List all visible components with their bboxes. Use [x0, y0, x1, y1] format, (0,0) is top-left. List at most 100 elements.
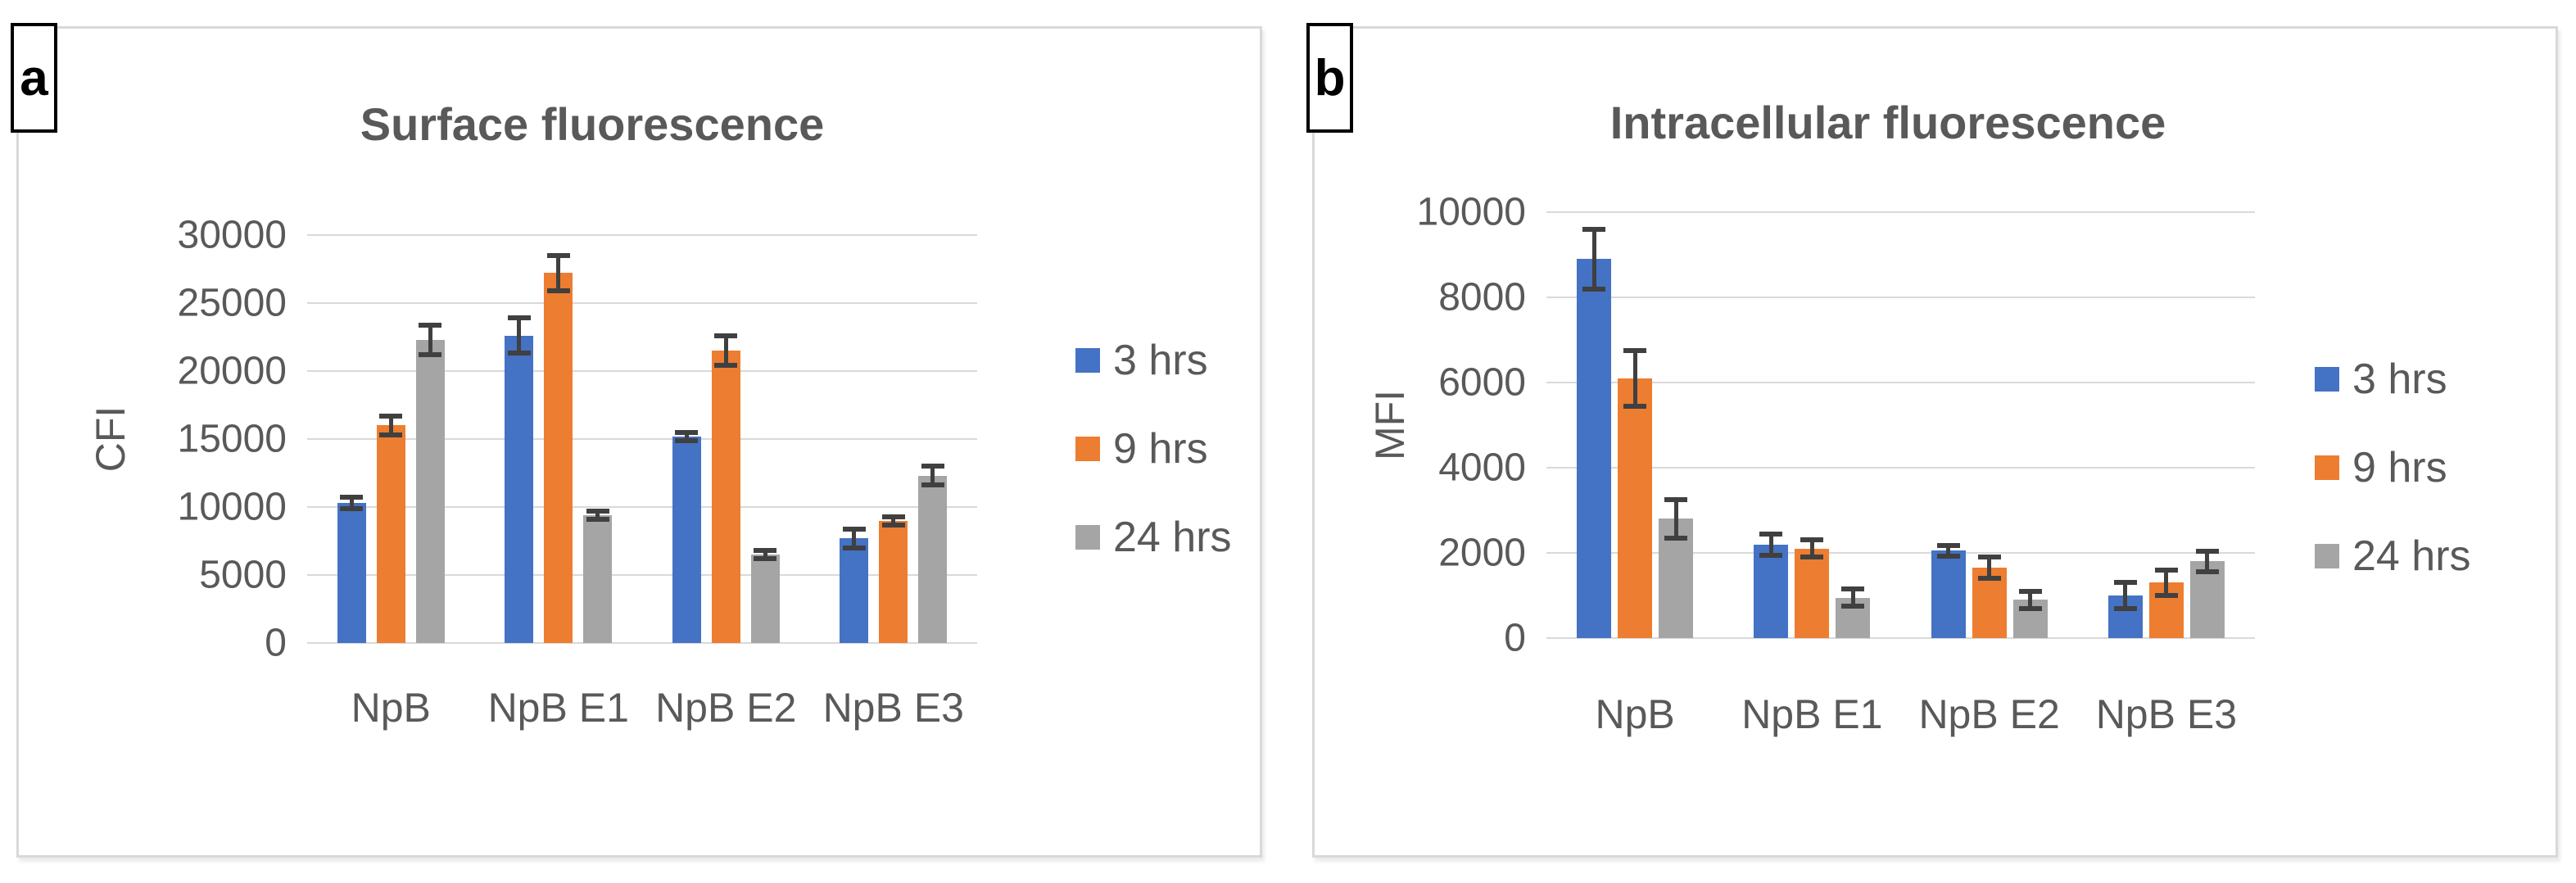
error-bar-line — [684, 432, 689, 441]
error-bar-cap-bottom — [1841, 604, 1865, 609]
x-category-label-NpB-E3: NpB E3 — [2095, 691, 2238, 737]
y-tick-label-2000: 2000 — [1438, 531, 1526, 575]
error-bar-line — [1809, 540, 1814, 558]
x-category-label-NpB-E1: NpB E1 — [487, 685, 629, 731]
error-bar-line — [2028, 591, 2033, 609]
y-tick-label-20000: 20000 — [177, 349, 287, 393]
error-bar-cap-top — [507, 315, 531, 321]
y-tick-label-4000: 4000 — [1438, 446, 1526, 490]
error-bar-cap-bottom — [507, 351, 531, 356]
legend-label: 9 hrs — [2352, 444, 2447, 491]
legend-item-24-hrs: 24 hrs — [2315, 532, 2471, 580]
y-tick-label-6000: 6000 — [1438, 360, 1526, 405]
panel-label-b: b — [1306, 23, 1353, 133]
bar-9-hrs-NpB-E1 — [544, 273, 573, 643]
bar-24-hrs-NpB — [415, 339, 445, 643]
error-bar-line — [349, 497, 354, 509]
error-bar-line — [891, 516, 896, 525]
error-bar-line — [1946, 546, 1951, 556]
error-bar-cap-top — [714, 333, 738, 338]
error-bar-cap-bottom — [1800, 555, 1824, 560]
error-bar-cap-top — [881, 514, 905, 519]
panel-a: a Surface fluorescence CFI 0 5000 10000 150… — [11, 23, 1262, 858]
gridline-15000 — [307, 438, 977, 440]
error-bar-line — [1987, 557, 1992, 579]
error-bar-cap-top — [1623, 348, 1647, 353]
error-bar-cap-top — [2154, 567, 2178, 573]
panel-label-a: a — [11, 23, 57, 133]
legend-item-3-hrs: 3 hrs — [2315, 355, 2471, 403]
error-bar-cap-top — [754, 548, 777, 554]
gridline-25000 — [307, 302, 977, 304]
error-bar-cap-top — [1664, 497, 1688, 502]
plot-area — [1546, 211, 2255, 639]
error-bar-line — [556, 255, 561, 292]
x-category-label-NpB-E2: NpB E2 — [1918, 691, 2060, 737]
error-bar-cap-top — [2018, 588, 2042, 594]
error-bar-cap-top — [586, 508, 609, 514]
legend-swatch-24-hrs — [1075, 525, 1100, 550]
x-category-label-NpB: NpB — [1595, 691, 1675, 737]
bar-9-hrs-NpB-E2 — [711, 351, 740, 643]
legend-label: 9 hrs — [1113, 425, 1208, 473]
legend-swatch-24-hrs — [2315, 544, 2339, 568]
y-tick-label-8000: 8000 — [1438, 275, 1526, 319]
error-bar-cap-bottom — [2018, 605, 2042, 611]
y-tick-label-15000: 15000 — [177, 417, 287, 461]
gridline-2000 — [1546, 552, 2255, 554]
error-bar-cap-top — [2113, 580, 2137, 586]
legend-item-9-hrs: 9 hrs — [1075, 425, 1232, 473]
legend-swatch-3-hrs — [2315, 367, 2339, 392]
error-bar-cap-top — [1800, 537, 1824, 543]
gridline-10000 — [1546, 211, 2255, 213]
legend-label: 3 hrs — [2352, 355, 2447, 403]
error-bar-line — [428, 324, 432, 355]
legend-swatch-9-hrs — [1075, 437, 1100, 461]
y-tick-label-30000: 30000 — [177, 213, 287, 257]
error-bar-cap-bottom — [340, 505, 364, 511]
gridline-20000 — [307, 370, 977, 372]
bar-3-hrs-NpB — [337, 503, 366, 643]
bar-3-hrs-NpB-E2 — [672, 436, 701, 643]
error-bar-cap-top — [379, 413, 403, 419]
y-tick-label-5000: 5000 — [199, 553, 287, 597]
legend-label: 24 hrs — [1113, 514, 1232, 561]
y-tick-label-25000: 25000 — [177, 281, 287, 325]
legend-item-9-hrs: 9 hrs — [2315, 444, 2471, 491]
error-bar-cap-bottom — [1936, 553, 1960, 559]
error-bar-cap-top — [546, 252, 570, 258]
bar-24-hrs-NpB-E3 — [918, 475, 948, 643]
x-category-label-NpB-E2: NpB E2 — [655, 685, 797, 731]
bar-24-hrs-NpB-E1 — [583, 514, 613, 643]
error-bar-cap-bottom — [2113, 605, 2137, 611]
y-tick-label-0: 0 — [265, 621, 287, 665]
gridline-5000 — [307, 574, 977, 576]
error-bar-cap-bottom — [1664, 535, 1688, 541]
bar-9-hrs-NpB-E3 — [879, 520, 908, 643]
error-bar-line — [2123, 582, 2128, 609]
error-bar-line — [388, 415, 393, 435]
legend-item-3-hrs: 3 hrs — [1075, 337, 1232, 384]
error-bar-cap-bottom — [921, 482, 944, 488]
error-bar-cap-top — [340, 495, 364, 500]
error-bar-cap-top — [1936, 543, 1960, 549]
error-bar-cap-top — [2195, 548, 2219, 554]
bar-9-hrs-NpB-E1 — [1795, 548, 1830, 638]
error-bar-line — [763, 550, 767, 559]
error-bar-cap-bottom — [546, 288, 570, 294]
error-bar-line — [930, 466, 935, 486]
bar-3-hrs-NpB-E1 — [1754, 544, 1789, 638]
error-bar-cap-bottom — [586, 516, 609, 522]
panel-b: b Intracellular fluorescence MFI 0 2000 40… — [1306, 23, 2558, 858]
error-bar-line — [2164, 569, 2169, 595]
error-bar-line — [852, 528, 857, 548]
error-bar-cap-top — [1759, 531, 1783, 537]
bar-3-hrs-NpB-E2 — [1931, 550, 1966, 638]
gridline-0 — [307, 642, 977, 644]
error-bar-cap-bottom — [2154, 593, 2178, 598]
legend: 3 hrs 9 hrs 24 hrs — [2315, 355, 2471, 580]
error-bar-line — [595, 510, 600, 519]
gridline-10000 — [307, 506, 977, 508]
gridline-4000 — [1546, 467, 2255, 469]
